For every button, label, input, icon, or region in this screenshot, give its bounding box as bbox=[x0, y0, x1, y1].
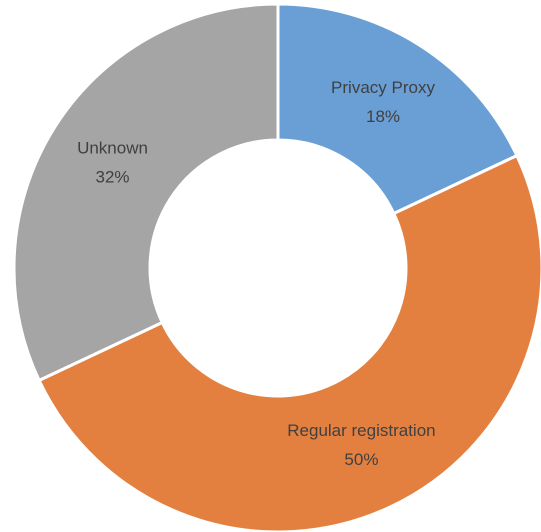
slice-label: Regular registration bbox=[287, 421, 435, 440]
slice-label: Unknown bbox=[77, 138, 148, 157]
slice-value-label: 32% bbox=[95, 167, 129, 186]
donut-slice bbox=[12, 2, 280, 383]
slice-value-label: 50% bbox=[344, 450, 378, 469]
donut-slice bbox=[276, 2, 519, 216]
donut-slice bbox=[37, 153, 541, 532]
slice-value-label: 18% bbox=[366, 107, 400, 126]
slice-label: Privacy Proxy bbox=[331, 78, 435, 97]
